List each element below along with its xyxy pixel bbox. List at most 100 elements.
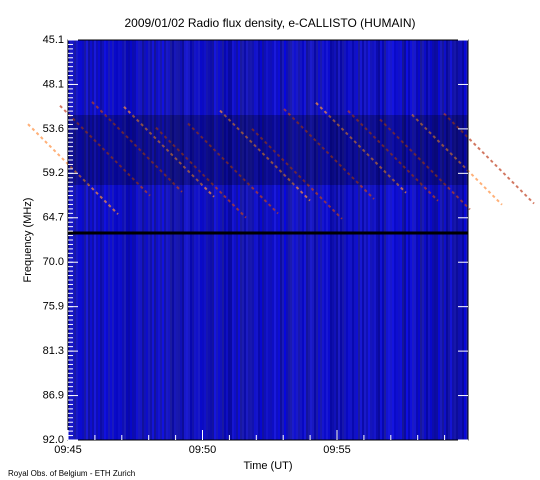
texture-stripe xyxy=(188,40,190,440)
texture-stripe xyxy=(144,40,146,440)
y-tick-label: 86.9 xyxy=(43,389,64,401)
texture-stripe xyxy=(330,40,332,440)
texture-stripe xyxy=(296,40,298,440)
texture-stripe xyxy=(274,40,276,440)
texture-stripe xyxy=(410,40,412,440)
texture-stripe xyxy=(224,40,226,440)
texture-stripe xyxy=(414,40,416,440)
footer: Royal Obs. of Belgium - ETH Zurich xyxy=(8,469,135,478)
texture-stripe xyxy=(438,40,440,440)
texture-stripe xyxy=(392,40,394,440)
y-tick-label: 59.2 xyxy=(43,167,64,179)
chart-title: 2009/01/02 Radio flux density, e-CALLIST… xyxy=(124,16,415,30)
texture-stripe xyxy=(396,40,398,440)
texture-stripe xyxy=(90,40,92,440)
texture-stripe xyxy=(324,40,326,440)
texture-stripe xyxy=(338,40,340,440)
texture-stripe xyxy=(126,40,128,440)
texture-stripe xyxy=(466,40,468,440)
texture-stripe xyxy=(166,40,168,440)
x-tick-label: 09:55 xyxy=(323,444,351,456)
texture-stripe xyxy=(178,40,180,440)
texture-stripe xyxy=(220,40,222,440)
texture-stripe xyxy=(300,40,302,440)
texture-stripe xyxy=(228,40,230,440)
texture-stripe xyxy=(282,40,284,440)
texture-stripe xyxy=(244,40,246,440)
texture-stripe xyxy=(362,40,364,440)
texture-stripe xyxy=(446,40,448,440)
texture-stripe xyxy=(112,40,114,440)
texture-stripe xyxy=(240,40,242,440)
texture-stripe xyxy=(234,40,236,440)
x-axis-label: Time (UT) xyxy=(243,460,292,472)
texture-stripe xyxy=(312,40,314,440)
texture-stripe xyxy=(104,40,106,440)
texture-stripe xyxy=(154,40,156,440)
texture-stripe xyxy=(384,40,386,440)
texture-stripe xyxy=(416,40,418,440)
texture-stripe xyxy=(284,40,286,440)
texture-stripe xyxy=(464,40,466,440)
texture-stripe xyxy=(332,40,334,440)
texture-stripe xyxy=(344,40,346,440)
texture-stripe xyxy=(376,40,378,440)
texture-stripe xyxy=(452,40,454,440)
texture-stripe xyxy=(450,40,452,440)
texture-stripe xyxy=(152,40,154,440)
texture-stripe xyxy=(204,40,206,440)
texture-stripe xyxy=(156,40,158,440)
texture-stripe xyxy=(308,40,310,440)
texture-stripe xyxy=(170,40,172,440)
texture-stripe xyxy=(176,40,178,440)
texture-stripe xyxy=(290,40,292,440)
texture-stripe xyxy=(326,40,328,440)
texture-stripe xyxy=(168,40,170,440)
texture-stripe xyxy=(196,40,198,440)
texture-stripe xyxy=(102,40,104,440)
texture-stripe xyxy=(218,40,220,440)
texture-stripe xyxy=(350,40,352,440)
texture-stripe xyxy=(294,40,296,440)
texture-stripe xyxy=(128,40,130,440)
texture-stripe xyxy=(380,40,382,440)
texture-stripe xyxy=(394,40,396,440)
texture-stripe xyxy=(98,40,100,440)
texture-stripe xyxy=(148,40,150,440)
texture-stripe xyxy=(146,40,148,440)
texture-stripe xyxy=(142,40,144,440)
texture-stripe xyxy=(420,40,422,440)
texture-stripe xyxy=(270,40,272,440)
texture-stripe xyxy=(248,40,250,440)
texture-stripe xyxy=(336,40,338,440)
texture-stripe xyxy=(124,40,126,440)
texture-stripe xyxy=(78,40,80,440)
texture-stripe xyxy=(302,40,304,440)
texture-stripe xyxy=(114,40,116,440)
texture-stripe xyxy=(258,40,260,440)
texture-stripe xyxy=(180,40,182,440)
texture-stripe xyxy=(74,40,76,440)
texture-stripe xyxy=(358,40,360,440)
texture-stripe xyxy=(108,40,110,440)
texture-stripe xyxy=(118,40,120,440)
texture-stripe xyxy=(424,40,426,440)
texture-stripe xyxy=(318,40,320,440)
texture-stripe xyxy=(260,40,262,440)
texture-stripe xyxy=(222,40,224,440)
texture-stripe xyxy=(366,40,368,440)
texture-stripe xyxy=(288,40,290,440)
texture-stripe xyxy=(92,40,94,440)
texture-stripe xyxy=(448,40,450,440)
texture-stripe xyxy=(348,40,350,440)
texture-stripe xyxy=(432,40,434,440)
y-tick-label: 64.7 xyxy=(43,212,64,224)
texture-stripe xyxy=(398,40,400,440)
texture-stripe xyxy=(386,40,388,440)
texture-stripe xyxy=(140,40,142,440)
texture-stripe xyxy=(404,40,406,440)
texture-stripe xyxy=(422,40,424,440)
texture-stripe xyxy=(428,40,430,440)
texture-stripe xyxy=(304,40,306,440)
